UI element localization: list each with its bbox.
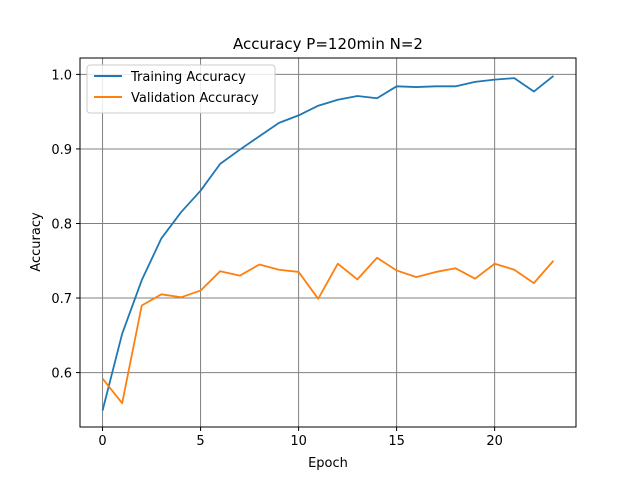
- training-accuracy-line: [101, 75, 555, 411]
- y-tick-label: 0.7: [51, 292, 72, 307]
- plot-frame: [79, 57, 577, 428]
- y-tick-label: 0.9: [51, 143, 72, 158]
- y-tick-label: 1.0: [51, 68, 72, 83]
- legend-label-training: Training Accuracy: [130, 70, 246, 85]
- x-tick-label: 10: [290, 434, 307, 449]
- ticks: 0 5 10 15 20 0.6 0.7 0.8 0.9 1.0: [51, 68, 503, 449]
- x-axis-label: Epoch: [308, 456, 348, 471]
- x-tick-label: 20: [486, 434, 503, 449]
- y-axis-label: Accuracy: [29, 212, 44, 272]
- series-lines: [101, 75, 555, 411]
- legend-box: [86, 64, 276, 114]
- y-tick-label: 0.8: [51, 217, 72, 232]
- validation-accuracy-line: [101, 256, 555, 405]
- legend-label-validation: Validation Accuracy: [131, 91, 259, 106]
- x-tick-label: 0: [98, 434, 106, 449]
- x-tick-label: 5: [196, 434, 204, 449]
- x-tick-label: 15: [388, 434, 405, 449]
- grid: [80, 58, 576, 427]
- chart-title: Accuracy P=120min N=2: [233, 35, 423, 53]
- y-tick-label: 0.6: [51, 367, 72, 382]
- legend: Training Accuracy Validation Accuracy: [86, 64, 276, 114]
